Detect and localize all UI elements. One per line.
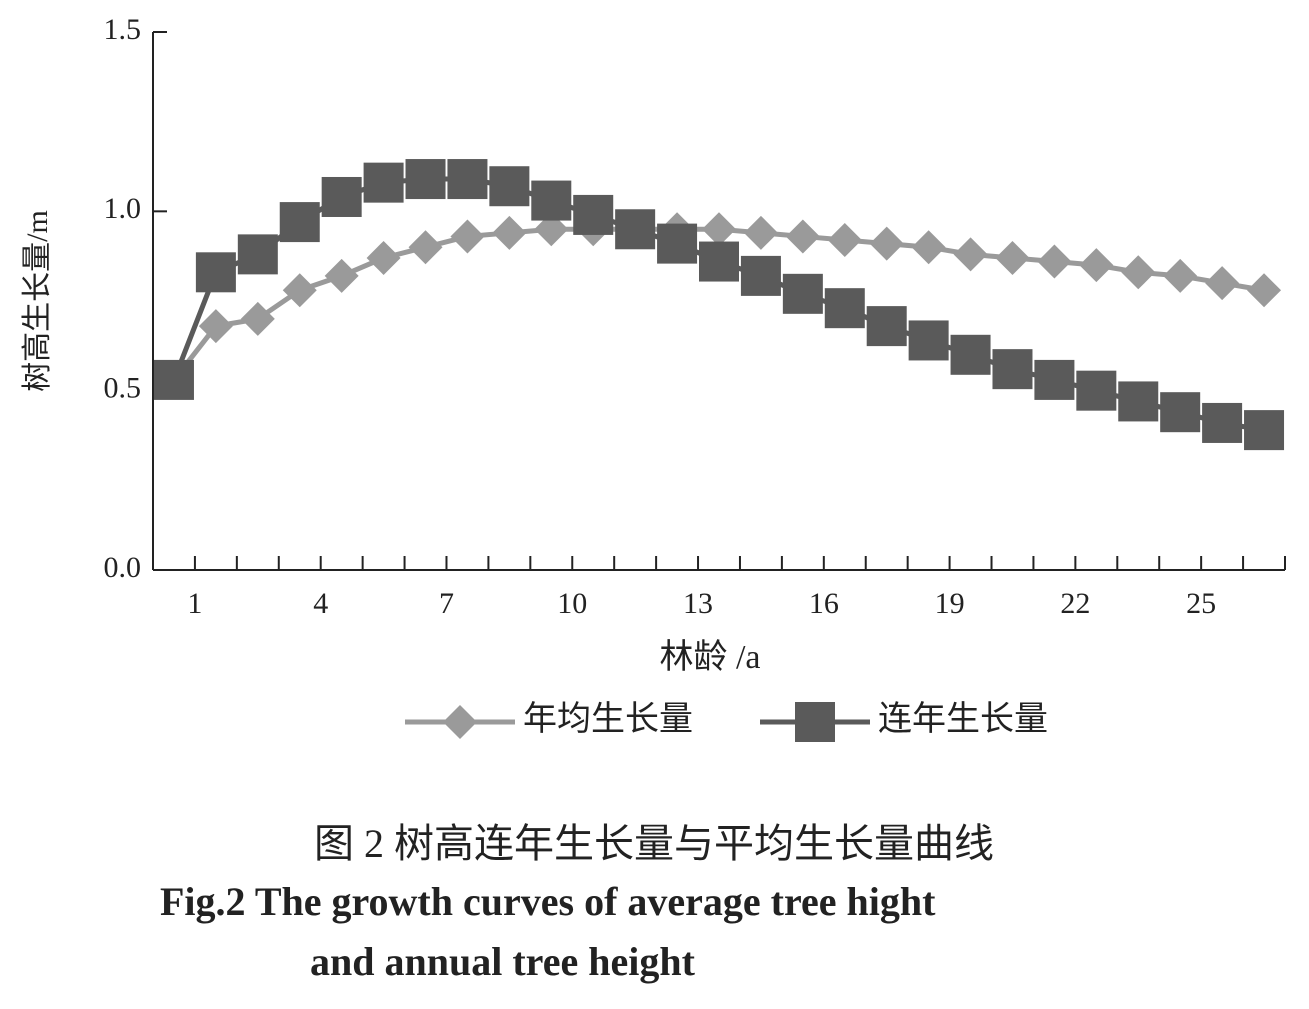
point <box>573 194 614 235</box>
point <box>324 258 359 293</box>
point <box>1205 266 1240 301</box>
caption-en-2: and annual tree height <box>310 939 696 984</box>
x-tick-label: 25 <box>1186 587 1216 620</box>
x-tick-label: 1 <box>187 587 202 620</box>
point <box>743 215 778 250</box>
point <box>237 234 278 275</box>
point <box>1034 359 1075 400</box>
point <box>740 255 781 296</box>
point <box>198 309 233 344</box>
point <box>827 223 862 258</box>
point <box>195 252 236 293</box>
y-axis-title: 树高生长量/m <box>21 210 54 392</box>
point <box>1163 258 1198 293</box>
point <box>992 349 1033 390</box>
point <box>408 230 443 265</box>
point <box>153 359 194 400</box>
y-tick-label: 1.0 <box>104 192 142 225</box>
x-tick-label: 13 <box>683 587 713 620</box>
point <box>782 273 823 314</box>
point <box>995 240 1030 275</box>
point <box>1244 410 1285 451</box>
point <box>1202 402 1243 443</box>
point <box>699 241 739 282</box>
caption-en: Fig.2 The growth curves of average tree … <box>160 879 936 924</box>
point <box>911 230 946 265</box>
legend-label: 连年生长量 <box>878 700 1048 738</box>
point <box>950 334 991 375</box>
legend-marker <box>443 705 477 739</box>
point <box>1160 392 1201 433</box>
point <box>363 162 404 203</box>
point <box>866 306 907 347</box>
point <box>279 202 320 243</box>
point <box>450 219 485 254</box>
point <box>240 301 275 336</box>
point <box>1076 370 1117 411</box>
point <box>1118 381 1159 422</box>
point <box>531 180 572 221</box>
point <box>534 212 569 247</box>
point <box>657 223 698 264</box>
point <box>489 166 530 207</box>
point <box>447 159 488 200</box>
point <box>702 212 736 247</box>
point <box>1121 255 1156 290</box>
x-tick-label: 19 <box>935 587 965 620</box>
caption-cn: 图 2 树高连年生长量与平均生长量曲线 <box>314 821 994 866</box>
x-axis-title: 林龄 /a <box>659 638 760 676</box>
x-tick-label: 4 <box>313 587 328 620</box>
x-tick-label: 22 <box>1060 587 1090 620</box>
point <box>321 176 362 217</box>
point <box>953 237 988 272</box>
y-tick-label: 1.5 <box>104 13 142 46</box>
point <box>1037 244 1072 279</box>
point <box>282 273 317 308</box>
x-tick-label: 16 <box>809 587 839 620</box>
x-tick-label: 7 <box>439 587 454 620</box>
point <box>908 320 949 361</box>
point <box>366 240 401 275</box>
point <box>1247 273 1282 308</box>
point <box>615 209 656 250</box>
point <box>785 219 820 254</box>
legend-marker <box>795 702 835 742</box>
point <box>824 288 865 329</box>
legend-label: 年均生长量 <box>523 700 693 738</box>
y-tick-label: 0.5 <box>104 372 142 405</box>
y-tick-label: 0.0 <box>104 551 142 584</box>
point <box>405 159 446 200</box>
x-tick-label: 10 <box>557 587 587 620</box>
point <box>869 226 904 261</box>
point <box>492 215 527 250</box>
point <box>1079 248 1114 283</box>
